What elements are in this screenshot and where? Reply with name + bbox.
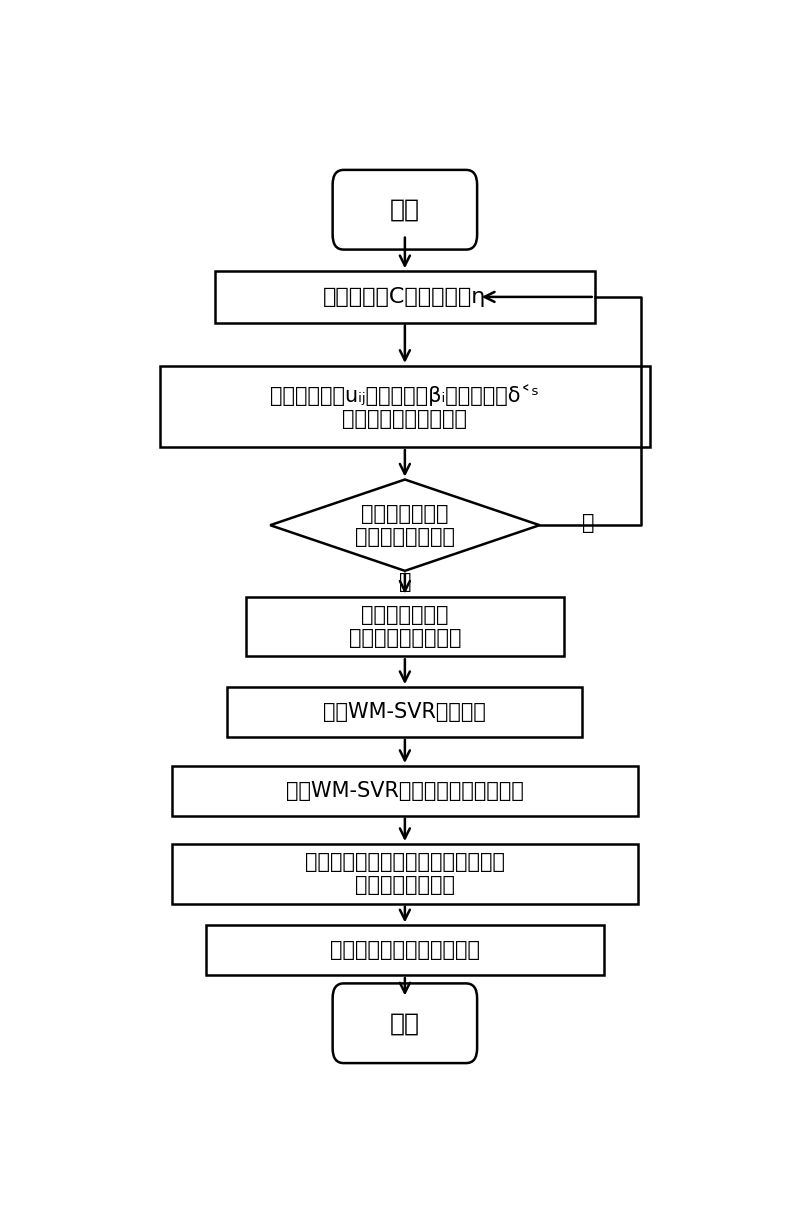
Bar — [206, 925, 604, 975]
Bar — [172, 844, 638, 903]
Bar — [228, 687, 582, 737]
FancyBboxPatch shape — [333, 983, 477, 1063]
Bar — [215, 272, 595, 323]
Text: 确定中心时刻及
训练子集和测试子集: 确定中心时刻及 训练子集和测试子集 — [348, 605, 461, 648]
Text: 否: 否 — [582, 512, 595, 532]
Text: 通过WM-SVR求解每个局域回归模型: 通过WM-SVR求解每个局域回归模型 — [286, 780, 524, 801]
Text: 设置WM-SVR中各参数: 设置WM-SVR中各参数 — [323, 702, 487, 721]
Bar — [160, 366, 649, 447]
Bar — [246, 596, 564, 656]
Text: 采用遍历搜索和最小二乘支持向量回
归方法确定权函数: 采用遍历搜索和最小二乘支持向量回 归方法确定权函数 — [305, 852, 505, 896]
Text: 设置聚类数C和重叠参数η: 设置聚类数C和重叠参数η — [323, 286, 487, 307]
Text: 是: 是 — [399, 573, 411, 592]
Text: 回归模型集成建立全局模型: 回归模型集成建立全局模型 — [330, 940, 480, 960]
Text: 过程收敛，找到
目标函数的最小值: 过程收敛，找到 目标函数的最小值 — [355, 504, 455, 547]
Polygon shape — [270, 479, 540, 570]
Text: 结束: 结束 — [390, 1011, 419, 1035]
Text: 计算隶属函数uᵢⱼ、聚类中心βᵢ和扩展宽度δ˂ˢ
（采用模糊聚类方法）: 计算隶属函数uᵢⱼ、聚类中心βᵢ和扩展宽度δ˂ˢ （采用模糊聚类方法） — [270, 383, 540, 429]
Text: 开始: 开始 — [390, 198, 419, 221]
Bar — [172, 766, 638, 816]
FancyBboxPatch shape — [333, 170, 477, 249]
